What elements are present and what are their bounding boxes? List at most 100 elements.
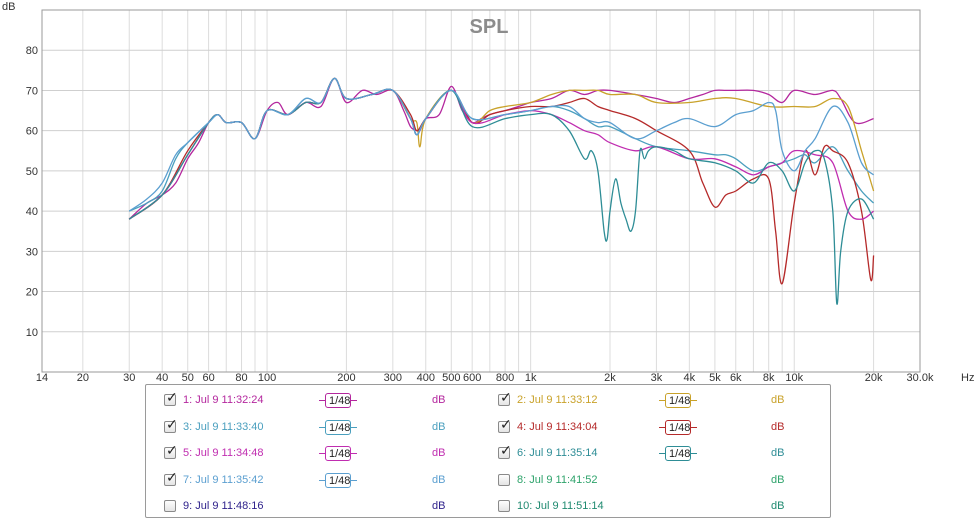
- x-tick-label: 60: [202, 372, 214, 382]
- x-tick-label: 20k: [865, 372, 883, 382]
- smoothing-line-left: [319, 453, 325, 454]
- smoothing-box: 1/48: [325, 472, 351, 488]
- smoothing-value: 1/48: [329, 395, 351, 407]
- measurement-unit: dB: [432, 500, 446, 512]
- measurement-checkbox[interactable]: ✓: [164, 469, 178, 486]
- x-unit-label: Hz: [961, 372, 974, 382]
- y-tick-label: 40: [26, 206, 38, 218]
- smoothing-indicator[interactable]: 1/48: [319, 393, 359, 409]
- measurement-checkbox[interactable]: [498, 500, 510, 512]
- y-tick-label: 20: [26, 287, 38, 299]
- smoothing-line-right: [351, 479, 357, 481]
- y-tick-label: 30: [26, 246, 38, 258]
- checkmark-icon: ✓: [500, 443, 512, 459]
- x-tick-label: 100: [258, 372, 276, 382]
- smoothing-indicator[interactable]: 1/48: [319, 419, 359, 436]
- smoothing-value: 1/48: [669, 395, 691, 407]
- series-line-7: [128, 77, 875, 212]
- smoothing-indicator[interactable]: 1/48: [319, 446, 359, 462]
- measurement-unit: dB: [432, 394, 446, 406]
- smoothing-value: 1/48: [669, 448, 691, 460]
- x-tick-label: 300: [384, 372, 402, 382]
- smoothing-line-right: [691, 426, 697, 428]
- measurement-legend: ✓ 1: Jul 9 11:32:24 1/48 dB ✓ 2: Jul 9 11:33:…: [145, 384, 831, 518]
- x-tick-label: 30.0k: [907, 372, 934, 382]
- grid-lines: [42, 10, 920, 372]
- smoothing-box: 1/48: [665, 393, 691, 408]
- smoothing-indicator[interactable]: 1/48: [659, 446, 699, 462]
- smoothing-box: 1/48: [325, 446, 351, 461]
- spl-chart: 14 20 30 40 50 60 80 100 200 300 400 500 600 800 1k 2k 3…: [2, 1, 974, 382]
- x-tick-label: 30: [123, 372, 135, 382]
- checkmark-icon: ✓: [500, 416, 512, 433]
- x-tick-label: 10k: [785, 372, 803, 382]
- measurement-name[interactable]: 9: Jul 9 11:48:16: [183, 500, 264, 512]
- smoothing-box: 1/48: [665, 419, 691, 435]
- measurement-unit: dB: [771, 394, 785, 406]
- y-tick-label: 50: [26, 166, 38, 178]
- measurement-unit: dB: [771, 473, 785, 486]
- chart-title: SPL: [470, 16, 509, 38]
- checkmark-icon: ✓: [166, 416, 178, 433]
- smoothing-line-right: [351, 426, 357, 428]
- smoothing-value: 1/48: [329, 448, 351, 460]
- x-tick-label: 4k: [684, 372, 696, 382]
- y-unit-label: dB: [2, 1, 15, 13]
- smoothing-value: 1/48: [669, 421, 691, 434]
- measurement-unit: dB: [771, 420, 785, 433]
- x-tick-label: 20: [77, 372, 89, 382]
- measurement-unit: dB: [771, 447, 785, 459]
- measurement-name[interactable]: 6: Jul 9 11:35:14: [517, 447, 598, 459]
- series-line-6: [128, 77, 875, 305]
- smoothing-box: 1/48: [325, 419, 351, 435]
- measurement-checkbox[interactable]: [164, 500, 176, 512]
- smoothing-line-right: [691, 400, 697, 401]
- checkmark-icon: ✓: [166, 469, 178, 486]
- measurement-checkbox[interactable]: ✓: [164, 390, 178, 406]
- measurement-name[interactable]: 2: Jul 9 11:33:12: [517, 394, 598, 406]
- y-tick-label: 10: [26, 327, 38, 339]
- measurement-unit: dB: [432, 447, 446, 459]
- measurement-name[interactable]: 1: Jul 9 11:32:24: [183, 394, 264, 406]
- measurement-checkbox[interactable]: ✓: [164, 416, 178, 433]
- x-tick-label: 600: [463, 372, 481, 382]
- y-tick-label: 60: [26, 126, 38, 138]
- x-tick-label: 1k: [525, 372, 537, 382]
- checkmark-icon: ✓: [500, 390, 512, 406]
- x-tick-label: 200: [337, 372, 355, 382]
- x-tick-label: 2k: [604, 372, 616, 382]
- measurement-checkbox[interactable]: [498, 473, 510, 486]
- smoothing-line-right: [351, 400, 357, 401]
- measurement-name[interactable]: 4: Jul 9 11:34:04: [517, 420, 598, 433]
- smoothing-line-right: [691, 453, 697, 454]
- smoothing-indicator[interactable]: 1/48: [659, 393, 699, 409]
- measurement-checkbox[interactable]: ✓: [498, 390, 512, 406]
- measurement-unit: dB: [771, 500, 785, 512]
- measurement-checkbox[interactable]: ✓: [498, 443, 512, 459]
- axis-ticks: 14 20 30 40 50 60 80 100 200 300 400 500 600 800 1k 2k 3…: [26, 45, 934, 382]
- measurement-curves: [128, 77, 875, 305]
- measurement-checkbox[interactable]: ✓: [498, 416, 512, 433]
- x-tick-label: 50: [182, 372, 194, 382]
- measurement-name[interactable]: 3: Jul 9 11:33:40: [183, 420, 264, 433]
- checkmark-icon: ✓: [166, 390, 178, 406]
- x-tick-label: 400: [417, 372, 435, 382]
- smoothing-line-left: [319, 426, 325, 428]
- plot-area-border: [41, 9, 921, 373]
- measurement-name[interactable]: 7: Jul 9 11:35:42: [183, 473, 264, 486]
- smoothing-value: 1/48: [329, 421, 351, 434]
- smoothing-indicator[interactable]: 1/48: [319, 472, 359, 489]
- smoothing-line-left: [319, 400, 325, 401]
- smoothing-value: 1/48: [329, 474, 351, 487]
- measurement-name[interactable]: 5: Jul 9 11:34:48: [183, 447, 264, 459]
- plot-area-background: [42, 10, 920, 372]
- measurement-name[interactable]: 10: Jul 9 11:51:14: [517, 500, 604, 512]
- smoothing-line-left: [659, 400, 665, 401]
- x-tick-label: 500: [442, 372, 460, 382]
- smoothing-indicator[interactable]: 1/48: [659, 419, 699, 436]
- measurement-name[interactable]: 8: Jul 9 11:41:52: [517, 473, 598, 486]
- x-tick-label: 14: [36, 372, 48, 382]
- y-tick-label: 80: [26, 45, 38, 57]
- x-tick-label: 40: [156, 372, 168, 382]
- measurement-checkbox[interactable]: ✓: [164, 444, 178, 459]
